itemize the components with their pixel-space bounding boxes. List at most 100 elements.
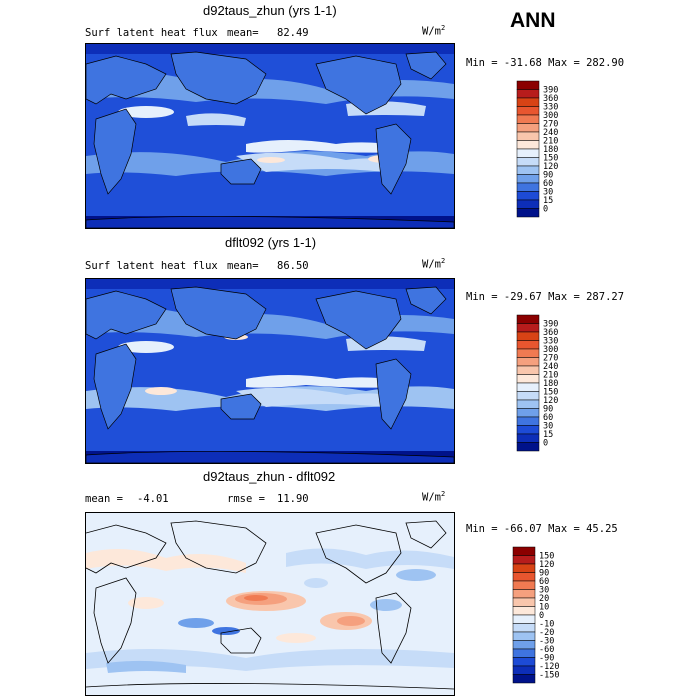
colorbar-swatch xyxy=(516,97,540,107)
panel-3-rmse-value: 11.90 xyxy=(277,493,309,505)
colorbar-swatch xyxy=(516,357,540,367)
colorbar-label: 240 xyxy=(543,128,558,138)
colorbar-swatch xyxy=(516,433,540,443)
colorbar-label: 0 xyxy=(543,439,548,449)
colorbar-swatch xyxy=(516,131,540,141)
colorbar-swatch xyxy=(516,331,540,341)
colorbar-swatch xyxy=(516,182,540,192)
colorbar-swatch xyxy=(516,208,540,218)
colorbar-label: -90 xyxy=(539,654,554,664)
panel-3-mean-label: mean = xyxy=(85,493,123,505)
colorbar-label: 240 xyxy=(543,362,558,372)
panel-3-mean-value: -4.01 xyxy=(137,493,169,505)
panel-2-title: dflt092 (yrs 1-1) xyxy=(225,235,317,250)
colorbar-label: 330 xyxy=(543,103,558,113)
colorbar-swatch xyxy=(512,623,536,633)
colorbar-label: 180 xyxy=(543,145,558,155)
panel-1-minmax: Min = -31.68 Max = 282.90 xyxy=(466,57,625,69)
colorbar-label: 360 xyxy=(543,328,558,338)
panel-1-units: W/m2 xyxy=(422,24,446,38)
colorbar-swatch xyxy=(516,165,540,175)
panel-2-units: W/m2 xyxy=(422,257,446,271)
colorbar-label: 120 xyxy=(543,162,558,172)
colorbar-swatch xyxy=(516,157,540,167)
colorbar-swatch xyxy=(516,323,540,333)
colorbar-swatch xyxy=(516,191,540,201)
colorbar-label: -60 xyxy=(539,645,554,655)
panel-1-colorbar: 390 360 330 300 270 240 210 180 150 120 90 60 30 15 0 xyxy=(516,80,577,226)
colorbar-label: 90 xyxy=(543,405,553,415)
panel-3-minmax: Min = -66.07 Max = 45.25 xyxy=(466,523,618,535)
colorbar-swatch xyxy=(512,580,536,590)
colorbar-label: 300 xyxy=(543,345,558,355)
panel-2-minmax: Min = -29.67 Max = 287.27 xyxy=(466,291,625,303)
colorbar-label: 120 xyxy=(539,560,554,570)
colorbar-label: 15 xyxy=(543,196,553,206)
colorbar-label: 210 xyxy=(543,371,558,381)
colorbar-swatch xyxy=(512,572,536,582)
colorbar-swatch xyxy=(516,148,540,158)
colorbar-swatch xyxy=(512,640,536,650)
colorbar-swatch xyxy=(512,563,536,573)
colorbar-swatch xyxy=(516,114,540,124)
colorbar-swatch xyxy=(516,416,540,426)
colorbar-label: 90 xyxy=(539,569,549,579)
panel-1-mean-label: mean= xyxy=(227,27,259,39)
panel-3-map xyxy=(85,512,455,696)
colorbar-label: 330 xyxy=(543,337,558,347)
colorbar-swatch xyxy=(516,123,540,133)
colorbar-label: -150 xyxy=(539,671,559,681)
colorbar-swatch xyxy=(516,408,540,418)
colorbar-swatch xyxy=(516,106,540,116)
colorbar-label: 390 xyxy=(543,320,558,330)
colorbar-swatch xyxy=(516,365,540,375)
colorbar-label: 390 xyxy=(543,86,558,96)
colorbar-label: 150 xyxy=(539,552,554,562)
colorbar-label: 150 xyxy=(543,388,558,398)
colorbar-swatch xyxy=(516,442,540,452)
colorbar-swatch xyxy=(512,657,536,667)
colorbar-swatch xyxy=(512,597,536,607)
colorbar-label: 10 xyxy=(539,603,549,613)
colorbar-swatch xyxy=(516,348,540,358)
colorbar-label: 0 xyxy=(543,205,548,215)
colorbar-label: 90 xyxy=(543,171,553,181)
colorbar-label: 30 xyxy=(539,586,549,596)
panel-3-units: W/m2 xyxy=(422,490,446,504)
colorbar-swatch xyxy=(512,631,536,641)
colorbar-label: -10 xyxy=(539,620,554,630)
panel-1-mean-value: 82.49 xyxy=(277,27,309,39)
colorbar-swatch xyxy=(516,89,540,99)
colorbar-swatch xyxy=(516,425,540,435)
colorbar-swatch xyxy=(512,589,536,599)
colorbar-label: 30 xyxy=(543,188,553,198)
colorbar-swatch xyxy=(516,140,540,150)
colorbar-swatch xyxy=(516,382,540,392)
colorbar-swatch xyxy=(516,374,540,384)
colorbar-swatch xyxy=(516,80,540,90)
panel-1-map xyxy=(85,43,455,229)
colorbar-swatch xyxy=(516,314,540,324)
colorbar-swatch xyxy=(512,546,536,556)
colorbar-swatch xyxy=(512,606,536,616)
colorbar-label: -30 xyxy=(539,637,554,647)
colorbar-label: 360 xyxy=(543,94,558,104)
colorbar-label: 300 xyxy=(543,111,558,121)
colorbar-swatch xyxy=(516,199,540,209)
panel-2-map xyxy=(85,278,455,464)
panel-3-colorbar: 150 120 90 60 30 20 10 0 -10 -20 -30 -60 -90 -120 -150 xyxy=(512,546,577,692)
colorbar-swatch xyxy=(516,399,540,409)
colorbar-swatch xyxy=(516,391,540,401)
colorbar-label: -20 xyxy=(539,628,554,638)
colorbar-label: 270 xyxy=(543,120,558,130)
colorbar-swatch xyxy=(512,648,536,658)
colorbar-label: 15 xyxy=(543,430,553,440)
colorbar-swatch xyxy=(512,614,536,624)
colorbar-swatch xyxy=(516,340,540,350)
colorbar-swatch xyxy=(512,674,536,684)
panel-1-variable-label: Surf latent heat flux xyxy=(85,27,218,39)
panel-1-title: d92taus_zhun (yrs 1-1) xyxy=(203,3,337,18)
colorbar-label: -120 xyxy=(539,662,559,672)
colorbar-label: 150 xyxy=(543,154,558,164)
colorbar-label: 120 xyxy=(543,396,558,406)
